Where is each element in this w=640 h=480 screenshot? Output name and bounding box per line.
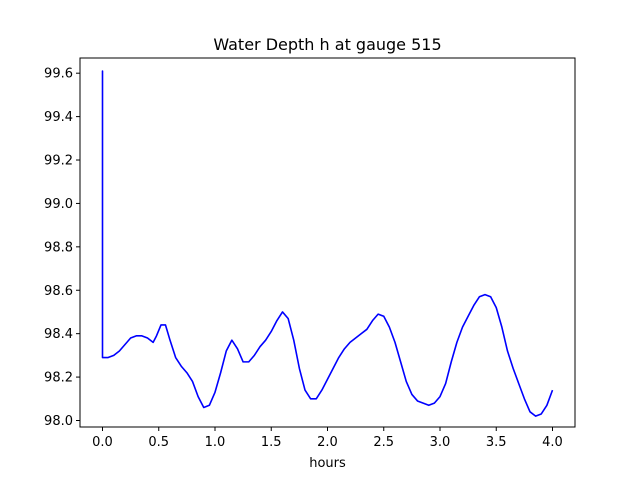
y-tick-label: 99.2 xyxy=(44,154,73,169)
y-tick-label: 98.0 xyxy=(44,414,73,429)
x-tick-label: 0.5 xyxy=(148,435,169,450)
x-axis-label: hours xyxy=(309,456,346,471)
y-tick-label: 99.4 xyxy=(44,110,73,125)
x-tick-label: 0.0 xyxy=(92,435,113,450)
x-tick-label: 1.0 xyxy=(205,435,226,450)
x-tick-label: 3.5 xyxy=(486,435,507,450)
x-tick-label: 3.0 xyxy=(430,435,451,450)
y-tick-label: 99.6 xyxy=(44,67,73,82)
series-layer xyxy=(101,70,554,417)
x-tick-label: 2.0 xyxy=(317,435,338,450)
y-axis: 98.0 98.2 98.4 98.6 98.8 99.0 99.2 99.4 99.6 xyxy=(44,67,80,429)
y-tick-label: 98.8 xyxy=(44,240,73,255)
x-tick-label: 2.5 xyxy=(373,435,394,450)
y-tick-label: 98.4 xyxy=(44,327,73,342)
y-tick-label: 98.6 xyxy=(44,284,73,299)
plot-frame xyxy=(79,57,576,428)
chart-title: Water Depth h at gauge 515 xyxy=(213,35,441,54)
x-tick-label: 4.0 xyxy=(542,435,563,450)
y-tick-label: 98.2 xyxy=(44,371,73,386)
series-line xyxy=(101,70,554,417)
x-tick-label: 1.5 xyxy=(261,435,282,450)
y-tick-label: 99.0 xyxy=(44,197,73,212)
x-axis: 0.0 0.5 1.0 1.5 2.0 2.5 3.0 3.5 4.0 xyxy=(92,427,563,450)
